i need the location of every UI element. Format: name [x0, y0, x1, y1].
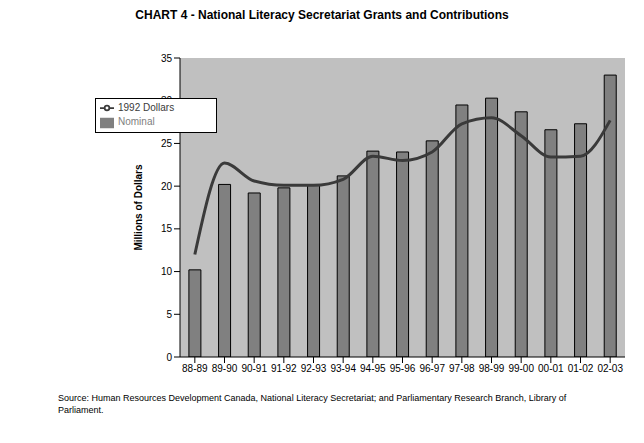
svg-text:94-95: 94-95 [360, 363, 386, 374]
svg-text:90-91: 90-91 [241, 363, 267, 374]
svg-text:89-90: 89-90 [212, 363, 238, 374]
svg-text:99-00: 99-00 [508, 363, 534, 374]
svg-text:20: 20 [161, 181, 173, 192]
svg-text:88-89: 88-89 [182, 363, 208, 374]
svg-text:5: 5 [166, 309, 172, 320]
svg-text:35: 35 [161, 53, 173, 64]
svg-text:97-98: 97-98 [449, 363, 475, 374]
svg-text:02-03: 02-03 [597, 363, 623, 374]
svg-text:Millions of Dollars: Millions of Dollars [133, 164, 144, 251]
svg-text:91-92: 91-92 [271, 363, 297, 374]
svg-text:15: 15 [161, 223, 173, 234]
svg-text:98-99: 98-99 [479, 363, 505, 374]
svg-text:93-94: 93-94 [330, 363, 356, 374]
svg-text:92-93: 92-93 [301, 363, 327, 374]
svg-text:30: 30 [161, 95, 173, 106]
svg-text:0: 0 [166, 352, 172, 363]
svg-text:10: 10 [161, 266, 173, 277]
svg-text:25: 25 [161, 138, 173, 149]
svg-text:95-96: 95-96 [390, 363, 416, 374]
svg-text:96-97: 96-97 [419, 363, 445, 374]
svg-text:00-01: 00-01 [538, 363, 564, 374]
svg-text:01-02: 01-02 [568, 363, 594, 374]
